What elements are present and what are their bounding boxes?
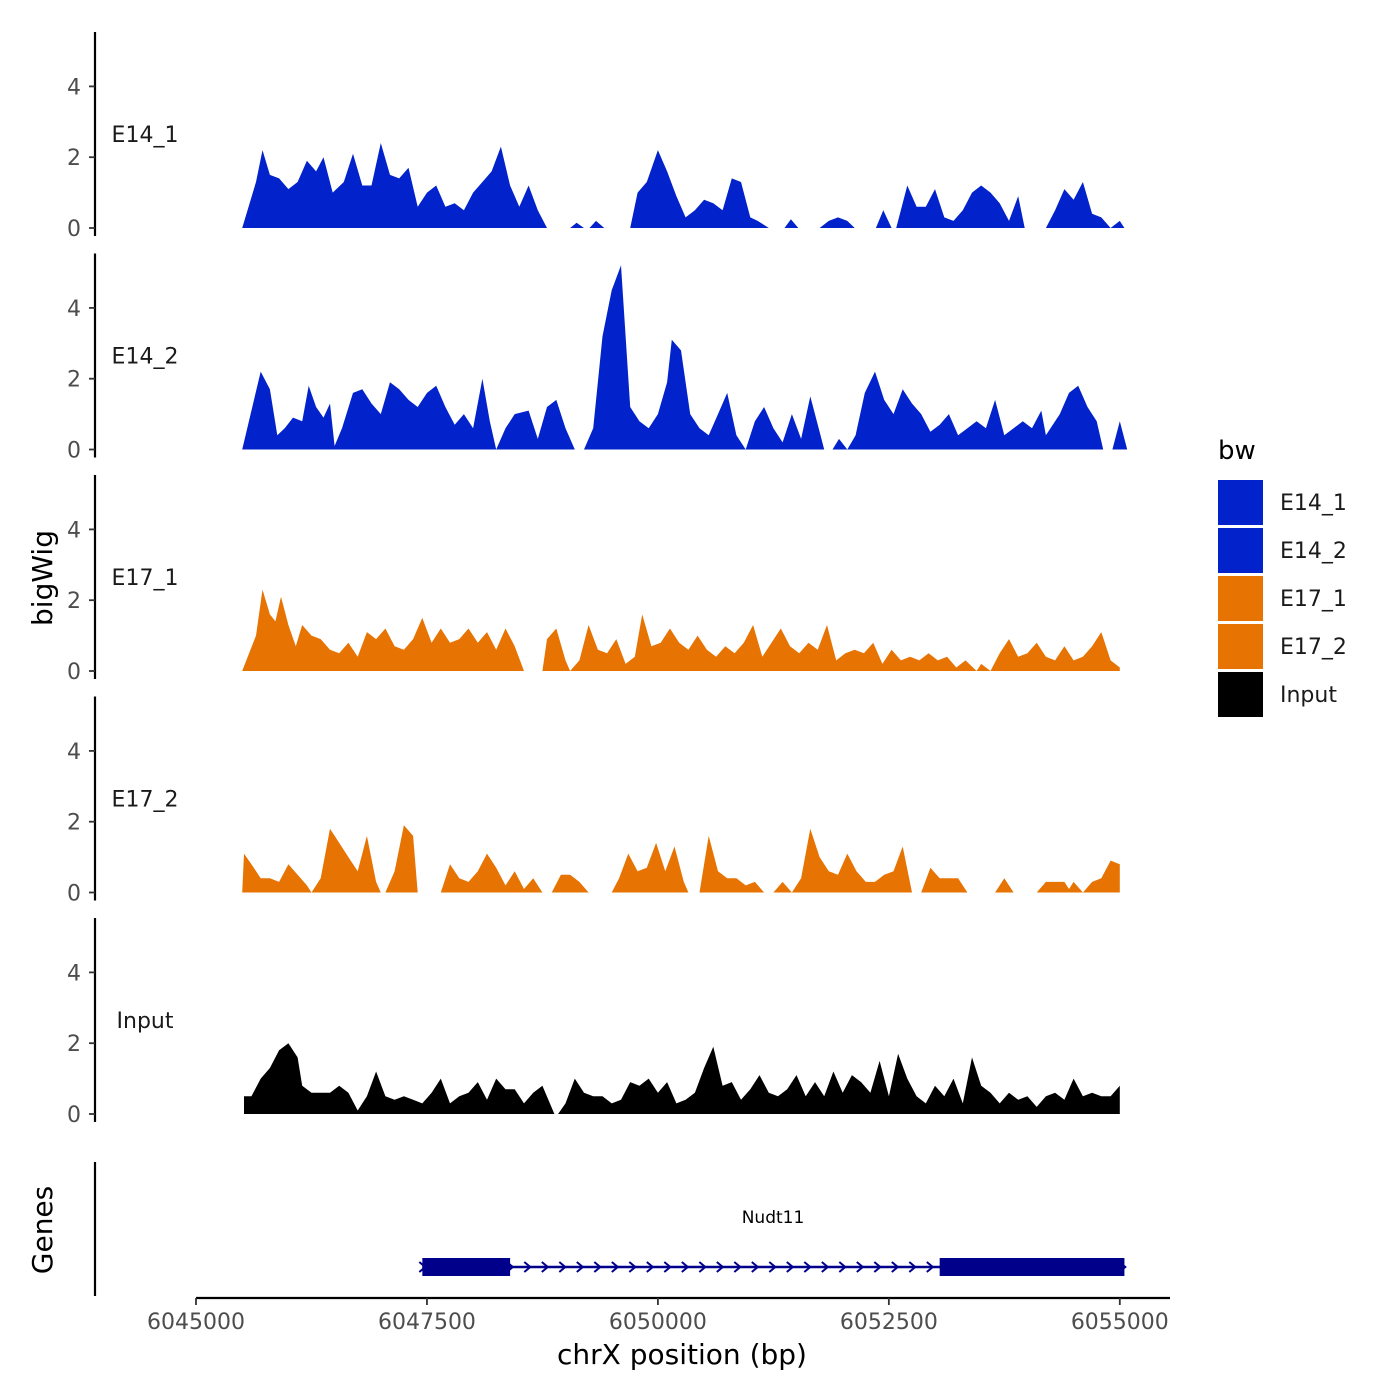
track-E14_1: 0 2 4 E14_1	[67, 32, 1125, 242]
x-tick-label: 6047500	[378, 1310, 476, 1335]
legend-swatch-E17_1	[1218, 576, 1263, 621]
legend-swatch-Input	[1218, 672, 1263, 717]
legend-label-E14_1: E14_1	[1280, 491, 1347, 516]
x-tick-label: 6055000	[1071, 1310, 1169, 1335]
strand-arrow	[523, 1261, 532, 1273]
strand-arrow	[751, 1261, 760, 1273]
strand-arrow	[908, 1261, 917, 1273]
strand-arrow	[558, 1261, 567, 1273]
strand-arrow	[821, 1261, 830, 1273]
legend-label-Input: Input	[1280, 683, 1337, 708]
track-label-E14_2: E14_2	[112, 345, 179, 370]
strand-arrow	[576, 1261, 585, 1273]
strand-arrow	[628, 1261, 637, 1273]
track-E17_2: 0 2 4 E17_2	[67, 696, 1120, 907]
y-tick-label: 4	[67, 740, 81, 765]
strand-arrow	[838, 1261, 847, 1273]
coverage-area-Input	[244, 1043, 1120, 1114]
strand-arrow	[681, 1261, 690, 1273]
track-label-E17_2: E17_2	[112, 788, 179, 813]
strand-arrow	[803, 1261, 812, 1273]
strand-arrow	[663, 1261, 672, 1273]
y-tick-label: 0	[67, 660, 81, 685]
coverage-area-E17_2	[242, 825, 1120, 893]
y-tick-label: 0	[67, 882, 81, 907]
genes-axis-title: Genes	[26, 1186, 59, 1274]
legend-swatch-E14_1	[1218, 480, 1263, 525]
y-tick-label: 4	[67, 75, 81, 100]
y-axis-title: bigWig	[26, 530, 59, 626]
y-tick-label: 2	[67, 811, 81, 836]
strand-arrow	[926, 1261, 935, 1273]
track-label-E17_1: E17_1	[112, 566, 179, 591]
y-tick-label: 2	[67, 589, 81, 614]
strand-arrow	[646, 1261, 655, 1273]
coverage-area-E17_1	[242, 589, 1120, 671]
strand-arrow	[716, 1261, 725, 1273]
y-tick-label: 0	[67, 217, 81, 242]
strand-arrow	[891, 1261, 900, 1273]
y-tick-label: 4	[67, 518, 81, 543]
track-E17_1: 0 2 4 E17_1	[67, 475, 1120, 685]
legend-label-E14_2: E14_2	[1280, 539, 1347, 564]
x-tick-label: 6052500	[840, 1310, 938, 1335]
strand-arrow	[541, 1261, 550, 1273]
legend: bw E14_1 E14_2 E17_1 E17_2 Input	[1218, 436, 1347, 717]
legend-swatch-E17_2	[1218, 624, 1263, 669]
strand-arrow	[611, 1261, 620, 1273]
y-tick-label: 4	[67, 297, 81, 322]
y-tick-label: 0	[67, 1103, 81, 1128]
legend-label-E17_1: E17_1	[1280, 587, 1347, 612]
bigwig-tracks: 0 2 4 E14_1 0 2 4 E14_2 0 2 4 E17_1 0 2 4 E17_2 0 2 4 Input	[67, 32, 1128, 1128]
legend-title: bw	[1218, 436, 1256, 466]
track-E14_2: 0 2 4 E14_2	[67, 253, 1128, 464]
y-tick-label: 2	[67, 146, 81, 171]
strand-arrow	[856, 1261, 865, 1273]
track-label-Input: Input	[117, 1009, 174, 1034]
legend-swatch-E14_2	[1218, 528, 1263, 573]
x-tick-label: 6045000	[147, 1310, 245, 1335]
strand-arrow	[698, 1261, 707, 1273]
gene-exon	[939, 1258, 1125, 1276]
legend-label-E17_2: E17_2	[1280, 635, 1347, 660]
strand-arrow	[786, 1261, 795, 1273]
x-axis-title: chrX position (bp)	[557, 1338, 807, 1371]
x-axis: 6045000 6047500 6050000 6052500 6055000	[147, 1296, 1170, 1335]
strand-arrow	[768, 1261, 777, 1273]
strand-arrow	[873, 1261, 882, 1273]
coverage-area-E14_2	[242, 265, 1128, 450]
gene-exon	[422, 1258, 511, 1276]
y-tick-label: 0	[67, 439, 81, 464]
coverage-area-E14_1	[242, 143, 1125, 228]
strand-arrow	[733, 1261, 742, 1273]
y-tick-label: 4	[67, 961, 81, 986]
gene-panel: Nudt11	[93, 1162, 1127, 1296]
gene-name-label: Nudt11	[742, 1208, 805, 1228]
track-label-E14_1: E14_1	[112, 123, 179, 148]
track-Input: 0 2 4 Input	[67, 918, 1120, 1128]
gene-Nudt11: Nudt11	[418, 1208, 1127, 1276]
strand-arrow	[593, 1261, 602, 1273]
y-tick-label: 2	[67, 368, 81, 393]
x-tick-label: 6050000	[609, 1310, 707, 1335]
y-tick-label: 2	[67, 1032, 81, 1057]
